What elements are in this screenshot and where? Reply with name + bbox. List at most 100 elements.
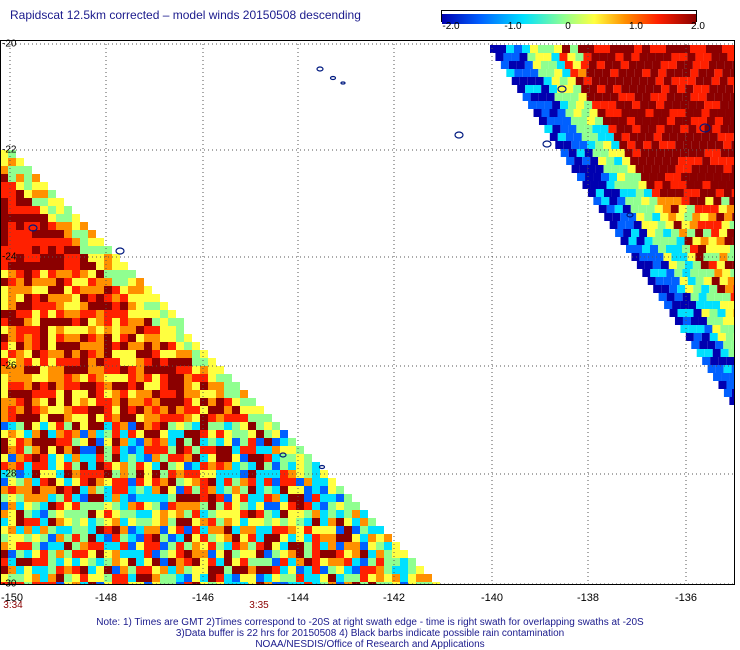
swath-cell	[152, 422, 160, 430]
swath-cell	[80, 302, 88, 310]
swath-cell	[40, 390, 48, 398]
swath-cell	[160, 366, 168, 374]
swath-cell	[160, 406, 168, 414]
swath-cell	[96, 574, 104, 582]
swath-cell	[88, 318, 96, 326]
swath-cell	[706, 269, 715, 277]
swath-cell	[56, 286, 64, 294]
swath-cell	[144, 382, 152, 390]
swath-cell	[232, 534, 240, 542]
swath-cell	[168, 406, 176, 414]
swath-cell	[56, 222, 64, 230]
swath-cell	[574, 157, 583, 165]
swath-cell	[650, 245, 658, 253]
swath-cell	[573, 85, 582, 93]
swath-cell	[24, 302, 32, 310]
swath-cell	[120, 350, 128, 358]
swath-cell	[729, 173, 738, 181]
swath-cell	[728, 101, 737, 109]
swath-cell	[160, 318, 168, 326]
swath-cell	[144, 342, 152, 350]
swath-cell	[264, 534, 272, 542]
swath-cell	[224, 518, 232, 526]
swath-cell	[683, 189, 692, 197]
swath-cell	[264, 550, 272, 558]
swath-cell	[666, 117, 675, 125]
swath-cell	[152, 486, 160, 494]
swath-cell	[676, 237, 685, 245]
swath-cell	[112, 430, 120, 438]
swath-cell	[176, 414, 184, 422]
swath-cell	[618, 45, 626, 53]
swath-cell	[642, 69, 651, 77]
swath-cell	[424, 574, 432, 582]
lat-label: -30	[2, 578, 17, 590]
swath-cell	[88, 366, 96, 374]
swath-cell	[176, 358, 184, 366]
swath-cell	[16, 486, 24, 494]
swath-cell	[702, 181, 711, 189]
swath-cell	[0, 262, 8, 270]
swath-cell	[144, 462, 152, 470]
swath-cell	[96, 310, 104, 318]
swath-cell	[716, 213, 725, 221]
swath-cell	[88, 254, 96, 262]
swath-cell	[264, 414, 272, 422]
swath-cell	[104, 398, 112, 406]
swath-cell	[200, 502, 208, 510]
swath-cell	[200, 358, 208, 366]
swath-cell	[32, 174, 40, 182]
swath-cell	[168, 422, 176, 430]
swath-cell	[112, 254, 120, 262]
swath-cell	[152, 358, 160, 366]
swath-cell	[667, 189, 676, 197]
swath-cell	[152, 302, 160, 310]
swath-cell	[638, 181, 647, 189]
swath-cell	[541, 85, 550, 93]
swath-cell	[256, 462, 264, 470]
swath-cell	[652, 261, 661, 269]
swath-cell	[630, 181, 639, 189]
swath-cell	[682, 293, 691, 301]
swath-cell	[336, 526, 344, 534]
swath-cell	[575, 77, 584, 85]
swath-cell	[720, 301, 729, 309]
swath-cell	[698, 93, 707, 101]
swath-cell	[144, 518, 152, 526]
swath-cell	[256, 574, 264, 582]
swath-cell	[708, 61, 717, 69]
swath-cell	[144, 374, 152, 382]
swath-cell	[192, 478, 200, 486]
swath-cell	[200, 382, 208, 390]
swath-cell	[392, 574, 400, 582]
swath-cell	[256, 510, 264, 518]
swath-cell	[32, 374, 40, 382]
swath-cell	[589, 109, 598, 117]
swath-cell	[653, 85, 662, 93]
swath-cell	[708, 261, 717, 269]
swath-cell	[72, 398, 80, 406]
swath-cell	[112, 510, 120, 518]
swath-cell	[328, 518, 336, 526]
swath-cell	[280, 542, 288, 550]
swath-cell	[533, 85, 542, 93]
swath-cell	[160, 342, 168, 350]
swath-cell	[112, 518, 120, 526]
swath-cell	[656, 101, 665, 109]
swath-cell	[679, 277, 688, 285]
swath-cell	[554, 117, 563, 125]
swath-cell	[715, 189, 724, 197]
swath-cell	[664, 125, 673, 133]
swath-cell	[360, 574, 368, 582]
swath-cell	[192, 558, 200, 566]
swath-cell	[626, 69, 635, 77]
lon-label: -138	[576, 592, 600, 604]
swath-cell	[602, 69, 611, 77]
swath-cell	[48, 262, 56, 270]
swath-cell	[721, 173, 730, 181]
swath-cell	[280, 462, 288, 470]
swath-cell	[208, 430, 216, 438]
swath-cell	[729, 373, 738, 381]
swath-cell	[48, 286, 56, 294]
swath-cell	[692, 237, 701, 245]
